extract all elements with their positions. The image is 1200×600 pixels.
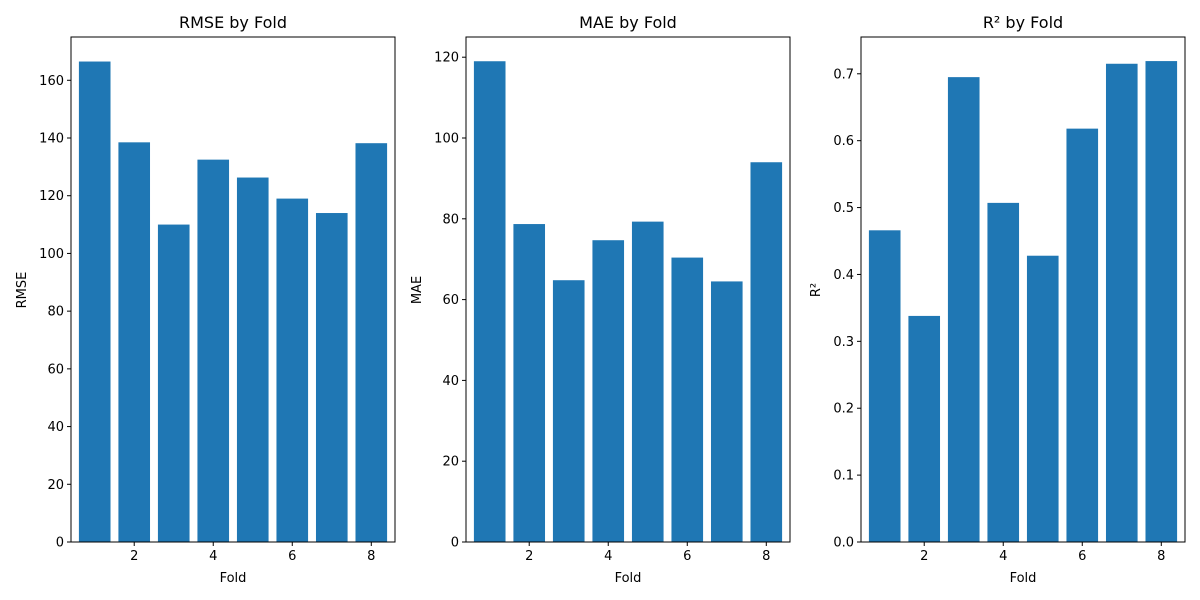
rmse-ytick-label: 160 [39, 74, 64, 89]
r2-ytick-label: 0.1 [833, 469, 854, 484]
mae-bar-fold-5 [631, 221, 664, 543]
r2-axes-frame [860, 36, 1186, 543]
mae-bar-fold-6 [671, 257, 704, 542]
rmse-ylabel: RMSE [15, 272, 30, 309]
rmse-ytick-label: 140 [39, 132, 64, 147]
r2-panel: R² by Fold Fold R² 0.0 0.1 0.2 0.3 0.4 0.5 0.6… [809, 13, 1186, 586]
r2-xlabel: Fold [1010, 571, 1037, 586]
r2-xtick-label: 8 [1157, 549, 1165, 564]
r2-xtick-label: 2 [920, 549, 928, 564]
mae-ytick-label: 60 [442, 293, 459, 308]
mae-title: MAE by Fold [579, 13, 677, 32]
r2-ytick-label: 0.3 [833, 335, 854, 350]
mae-ytick-label: 80 [442, 212, 459, 227]
rmse-xtick-label: 6 [288, 549, 296, 564]
rmse-bar-fold-5 [236, 177, 269, 542]
r2-bar-fold-6 [1066, 128, 1099, 543]
mae-bar-fold-3 [552, 280, 585, 542]
rmse-ytick-label: 60 [47, 362, 64, 377]
r2-bar-fold-4 [987, 202, 1020, 542]
r2-bar-fold-3 [947, 77, 980, 543]
mae-bar-fold-7 [710, 281, 743, 542]
rmse-ytick-label: 80 [47, 305, 64, 320]
rmse-bar-fold-4 [197, 159, 230, 542]
rmse-ytick-label: 20 [47, 478, 64, 493]
rmse-bar-fold-8 [355, 143, 388, 543]
rmse-bar-fold-1 [78, 61, 111, 543]
rmse-bar-fold-3 [157, 224, 190, 543]
mae-xtick-label: 4 [604, 549, 612, 564]
rmse-xtick-label: 4 [209, 549, 217, 564]
mae-ytick-label: 40 [442, 374, 459, 389]
r2-bar-fold-7 [1105, 63, 1138, 542]
mae-ylabel: MAE [410, 276, 425, 304]
mae-xtick-label: 8 [762, 549, 770, 564]
r2-bar-fold-8 [1145, 61, 1178, 543]
rmse-ytick-label: 120 [39, 189, 64, 204]
mae-axes-frame [465, 36, 791, 543]
mae-bar-fold-2 [513, 224, 546, 542]
mae-ytick-label: 20 [442, 455, 459, 470]
r2-xtick-label: 6 [1078, 549, 1086, 564]
rmse-plot-area: 0 20 40 60 80 100 120 140 160 2 4 6 8 [39, 36, 396, 564]
mae-xlabel: Fold [615, 571, 642, 586]
mae-bar-fold-8 [750, 162, 783, 543]
rmse-ytick-label: 100 [39, 247, 64, 262]
r2-xtick-label: 4 [999, 549, 1007, 564]
rmse-bar-fold-6 [276, 198, 309, 542]
r2-title: R² by Fold [983, 13, 1063, 32]
rmse-xlabel: Fold [220, 571, 247, 586]
rmse-axes-frame [70, 36, 396, 543]
r2-plot-area: 0.0 0.1 0.2 0.3 0.4 0.5 0.6 0.7 2 4 6 8 [833, 36, 1186, 564]
rmse-bar-fold-7 [315, 213, 348, 542]
r2-ytick-label: 0.2 [833, 402, 854, 417]
r2-bar-fold-2 [908, 315, 941, 542]
rmse-panel: RMSE by Fold Fold RMSE 0 20 40 60 80 100 120 14… [15, 13, 396, 586]
r2-bar-fold-1 [868, 230, 901, 543]
mae-bar-fold-1 [473, 61, 506, 543]
r2-ytick-label: 0.0 [833, 536, 854, 551]
mae-xtick-label: 6 [683, 549, 691, 564]
r2-ytick-label: 0.6 [833, 134, 854, 149]
r2-bar-fold-5 [1026, 255, 1059, 542]
mae-ytick-label: 100 [434, 132, 459, 147]
mae-xtick-label: 2 [525, 549, 533, 564]
r2-ytick-label: 0.5 [833, 201, 854, 216]
r2-ytick-label: 0.7 [833, 67, 854, 82]
mae-ytick-label: 120 [434, 51, 459, 66]
rmse-title: RMSE by Fold [179, 13, 287, 32]
rmse-bar-fold-2 [118, 142, 151, 543]
mae-panel: MAE by Fold Fold MAE 0 20 40 60 80 100 120 2 4 6 8 [410, 13, 791, 586]
rmse-xtick-label: 2 [130, 549, 138, 564]
rmse-xtick-label: 8 [367, 549, 375, 564]
mae-ytick-label: 0 [451, 536, 459, 551]
mae-bar-fold-4 [592, 240, 625, 542]
r2-ytick-label: 0.4 [833, 268, 854, 283]
mae-plot-area: 0 20 40 60 80 100 120 2 4 6 8 [434, 36, 791, 564]
rmse-ytick-label: 40 [47, 420, 64, 435]
r2-ylabel: R² [809, 283, 824, 297]
rmse-ytick-label: 0 [56, 536, 64, 551]
